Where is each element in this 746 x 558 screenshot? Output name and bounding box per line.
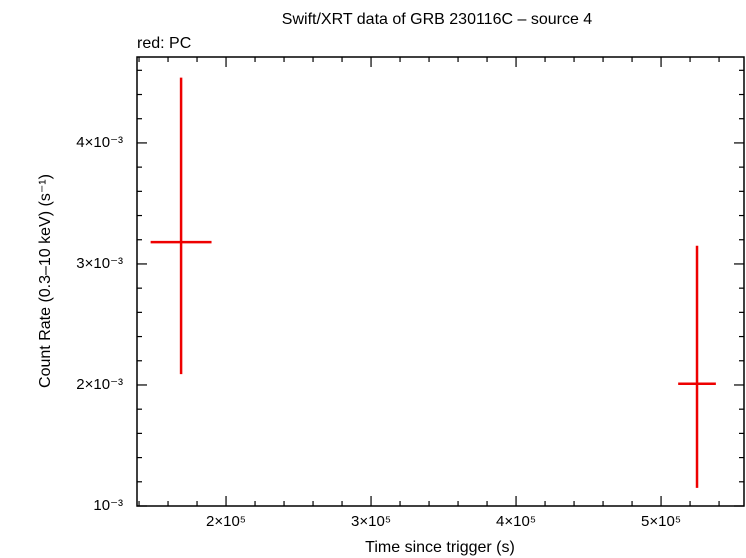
- y-axis-label: Count Rate (0.3–10 keV) (s⁻¹): [37, 174, 54, 388]
- chart-title: Swift/XRT data of GRB 230116C – source 4: [282, 11, 592, 28]
- x-tick-label: 5×10⁵: [641, 513, 681, 530]
- x-tick-label: 2×10⁵: [206, 513, 246, 530]
- y-tick-label: 4×10⁻³: [76, 134, 123, 151]
- plot-frame: [136, 56, 745, 507]
- y-tick-label: 3×10⁻³: [76, 255, 123, 272]
- y-tick-label: 2×10⁻³: [76, 376, 123, 393]
- y-tick-label: 10⁻³: [93, 497, 123, 514]
- x-tick-label: 3×10⁵: [351, 513, 391, 530]
- x-axis-label: Time since trigger (s): [365, 539, 515, 556]
- chart-subtitle: red: PC: [137, 35, 191, 52]
- x-tick-label: 4×10⁵: [496, 513, 536, 530]
